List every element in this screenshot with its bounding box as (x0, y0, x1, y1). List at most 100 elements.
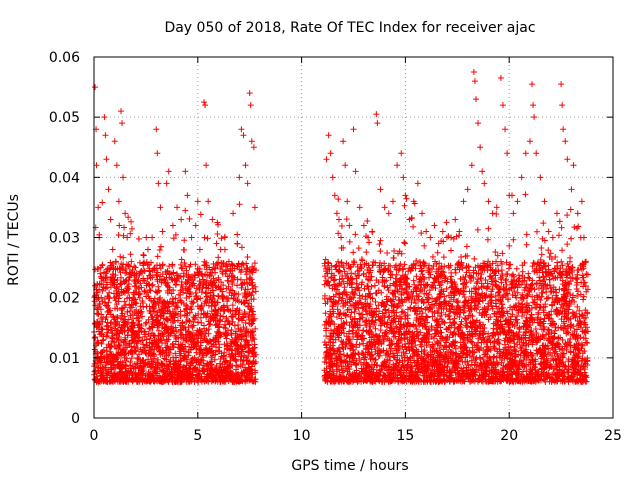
data-point (427, 234, 434, 241)
chart-title: Day 050 of 2018, Rate Of TEC Index for r… (164, 20, 535, 36)
data-point (145, 356, 152, 363)
data-point (177, 261, 184, 268)
data-point (205, 198, 212, 205)
data-point (327, 150, 334, 157)
data-point (152, 288, 159, 295)
data-point (389, 198, 396, 205)
data-point (529, 81, 536, 88)
data-point (107, 265, 114, 272)
data-point (91, 298, 98, 305)
data-point (374, 120, 381, 127)
data-point (497, 75, 504, 82)
data-point (155, 283, 162, 290)
data-point (174, 204, 181, 211)
data-point (201, 99, 208, 106)
data-point (202, 289, 209, 296)
data-point (545, 228, 552, 235)
data-point (522, 150, 529, 157)
data-point (113, 162, 120, 169)
data-point (115, 232, 122, 239)
data-point (251, 341, 258, 348)
data-point (235, 315, 242, 322)
data-point (352, 168, 359, 175)
data-point (99, 287, 106, 294)
data-point (246, 90, 253, 97)
data-point (329, 174, 336, 181)
data-point (549, 234, 556, 241)
data-point (381, 204, 388, 211)
data-point (419, 210, 426, 217)
data-point (128, 258, 135, 265)
data-point (472, 96, 479, 103)
data-point (144, 246, 151, 253)
data-point (464, 186, 471, 193)
data-point (102, 285, 109, 292)
data-point (97, 270, 104, 277)
data-point (560, 126, 567, 133)
data-point (94, 289, 101, 296)
data-point (229, 287, 236, 294)
data-point (238, 126, 245, 133)
data-point (149, 324, 156, 331)
data-point (344, 198, 351, 205)
data-point (510, 210, 517, 217)
data-point (214, 230, 221, 237)
data-point (236, 174, 243, 181)
data-point (402, 192, 409, 199)
data-point (143, 293, 150, 300)
data-point (533, 150, 540, 157)
data-point (115, 336, 122, 343)
data-point (323, 156, 330, 163)
data-point (111, 138, 118, 145)
data-point (477, 144, 484, 151)
data-point (95, 265, 102, 272)
data-point (475, 120, 482, 127)
data-point (423, 228, 430, 235)
data-point (373, 111, 380, 118)
data-point (439, 228, 446, 235)
data-point (107, 320, 114, 327)
data-point (468, 162, 475, 169)
data-point (541, 198, 548, 205)
data-point (172, 231, 179, 238)
data-point (470, 69, 477, 76)
data-point (226, 273, 233, 280)
data-point (184, 358, 191, 365)
data-point (185, 349, 192, 356)
data-point (485, 198, 492, 205)
data-point (499, 102, 506, 109)
data-point (385, 210, 392, 217)
data-point (250, 144, 257, 151)
data-point (147, 272, 154, 279)
data-point (203, 162, 210, 169)
data-point (98, 340, 105, 347)
data-point (537, 174, 544, 181)
data-point (182, 168, 189, 175)
data-point (530, 102, 537, 109)
data-point (183, 267, 190, 274)
data-point (180, 246, 187, 253)
data-point (186, 215, 193, 222)
data-point (119, 120, 126, 127)
data-point (479, 168, 486, 175)
data-point (154, 276, 161, 283)
data-point (252, 288, 259, 295)
data-point (109, 246, 116, 253)
data-point (128, 218, 135, 225)
data-point (342, 162, 349, 169)
data-point (553, 210, 560, 217)
data-point (168, 290, 175, 297)
data-point (188, 234, 195, 241)
data-point (230, 210, 237, 217)
data-point (448, 234, 455, 241)
data-point (169, 222, 176, 229)
data-point (101, 114, 108, 121)
data-point (471, 78, 478, 85)
data-point (173, 310, 180, 317)
data-point (559, 102, 566, 109)
data-point (140, 251, 147, 258)
data-point (149, 281, 156, 288)
data-point (338, 234, 345, 241)
data-point (183, 290, 190, 297)
